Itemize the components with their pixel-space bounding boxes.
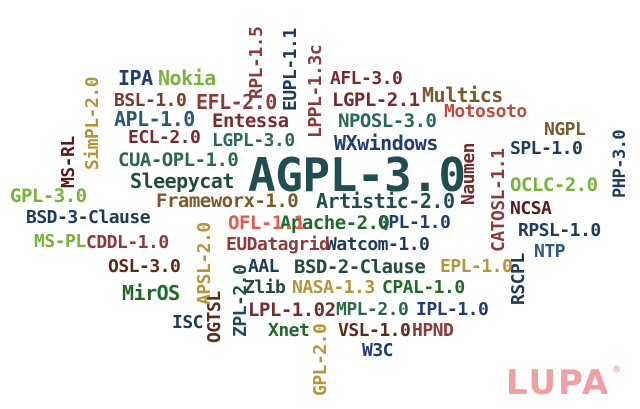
license-word: BSD-2-Clause: [294, 256, 426, 278]
license-word: PHP-3.0: [610, 129, 630, 198]
license-word: Apache-2.0: [280, 212, 390, 234]
license-word: LPPL-1.3c: [305, 44, 326, 138]
license-word: AFL-3.0: [330, 68, 403, 89]
license-word: WXwindows: [334, 131, 438, 155]
license-word: EFL-2.0: [196, 90, 277, 114]
license-word: Nokia: [158, 66, 216, 90]
license-word: NPOSL-3.0: [338, 110, 437, 132]
license-word: Multics: [422, 83, 503, 107]
license-word: Frameworx-1.0: [156, 190, 299, 212]
license-word: EUPL-1.1: [280, 28, 301, 111]
license-word: OCLC-2.0: [510, 174, 598, 196]
license-word: GPL-2.0: [310, 323, 331, 396]
license-word: IPL-1.0: [416, 299, 489, 320]
lupa-logo-text: LUPA: [506, 363, 611, 403]
license-word: NASA-1.3: [292, 277, 375, 298]
license-word: Motosoto: [444, 101, 527, 122]
license-word: CDDL-1.0: [86, 232, 169, 253]
license-word: APL-1.0: [114, 107, 195, 131]
license-word: CATOSL-1.1: [488, 148, 509, 252]
license-word: SPL-1.0: [510, 138, 583, 159]
license-word: NTP: [534, 241, 566, 262]
license-word: BSD-3-Clause: [26, 207, 151, 228]
license-word: MS-RL: [58, 136, 79, 188]
license-word: LPL-1.02: [248, 299, 336, 321]
license-word: Watcom-1.0: [326, 234, 430, 255]
license-word: APSL-2.0: [194, 222, 215, 305]
registered-mark: ®: [612, 365, 624, 375]
license-word: RPSL-1.0: [518, 220, 601, 241]
license-word: IPA: [118, 66, 153, 90]
license-word: HPND: [412, 320, 454, 341]
license-word: MirOS: [122, 281, 180, 305]
license-word: MPL-2.0: [336, 299, 409, 320]
license-word: Sleepycat: [130, 169, 234, 193]
license-word: OSL-3.0: [108, 256, 181, 277]
license-word: W3C: [362, 340, 394, 361]
license-word: RSCPL: [508, 253, 529, 305]
license-word: ISC: [172, 312, 204, 333]
license-word: BSL-1.0: [114, 90, 187, 111]
lupa-logo: LUPA ®: [506, 363, 624, 403]
license-word: RPL-1.5: [246, 26, 267, 99]
license-word: CUA-OPL-1.0: [118, 149, 239, 171]
license-word: LGPL-2.1: [332, 89, 420, 111]
license-word: CPAL-1.0: [382, 277, 465, 298]
license-word: EUDatagrid: [226, 234, 330, 255]
license-word: Entessa: [212, 110, 289, 132]
license-word: QPL-1.0: [378, 212, 451, 233]
license-word: SimPL-2.0: [82, 76, 103, 170]
license-word: NGPL: [544, 119, 586, 140]
license-word: Xnet: [268, 320, 310, 341]
license-word: EPL-1.0: [440, 256, 513, 277]
license-word: Zlib: [244, 277, 286, 298]
license-word: ECL-2.0: [128, 127, 201, 148]
license-word: MS-PL: [34, 231, 86, 252]
license-word: AGPL-3.0: [248, 148, 466, 202]
license-word: VSL-1.0: [338, 320, 411, 341]
license-word: OFL-1.1: [228, 212, 305, 234]
license-word: AAL: [248, 256, 280, 277]
license-word: GPL-3.0: [10, 185, 87, 207]
license-word: NCSA: [510, 198, 552, 219]
license-word: Artistic-2.0: [316, 189, 455, 213]
license-word: LGPL-3.0: [212, 130, 295, 151]
